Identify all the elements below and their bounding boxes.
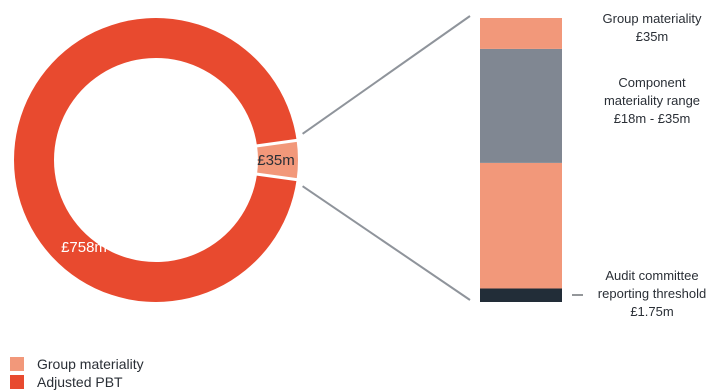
- bar-segment-component: [480, 48, 562, 163]
- donut-separator-0: [255, 138, 298, 148]
- annotation-audit-line-0: Audit committee: [605, 268, 698, 283]
- legend-label-group-materiality: Group materiality: [37, 356, 144, 372]
- connector-top: [302, 15, 471, 135]
- materiality-chart: £35m £758m Group materiality £35m Component m…: [14, 11, 706, 319]
- annotation-audit-line-2: £1.75m: [630, 304, 673, 319]
- donut-separator-1: [255, 172, 298, 182]
- annotation-group-line-0: Group materiality: [603, 11, 702, 26]
- donut-label-adjusted-pbt: £758m: [61, 239, 107, 256]
- donut-slice-group-materiality: [257, 140, 298, 180]
- annotation-component-line-2: £18m - £35m: [614, 111, 691, 126]
- donut-slice-adjusted-pbt: [14, 18, 297, 303]
- donut-label-group-materiality: £35m: [257, 152, 295, 169]
- legend-swatch-group-materiality: [10, 357, 24, 371]
- annotation-component-line-1: materiality range: [604, 93, 700, 108]
- bar-segment-lower: [480, 162, 562, 289]
- legend-swatch-adjusted-pbt: [10, 375, 24, 389]
- bar-segment-group: [480, 18, 562, 49]
- bar-segment-audit: [480, 288, 562, 302]
- annotation-group-line-1: £35m: [636, 29, 669, 44]
- connector-bottom: [302, 185, 471, 301]
- annotation-audit-line-1: reporting threshold: [598, 286, 706, 301]
- legend: Group materiality Adjusted PBT: [10, 355, 144, 391]
- legend-item-adjusted-pbt: Adjusted PBT: [10, 373, 144, 391]
- legend-label-adjusted-pbt: Adjusted PBT: [37, 374, 123, 390]
- annotation-component-line-0: Component: [618, 75, 686, 90]
- legend-item-group-materiality: Group materiality: [10, 355, 144, 373]
